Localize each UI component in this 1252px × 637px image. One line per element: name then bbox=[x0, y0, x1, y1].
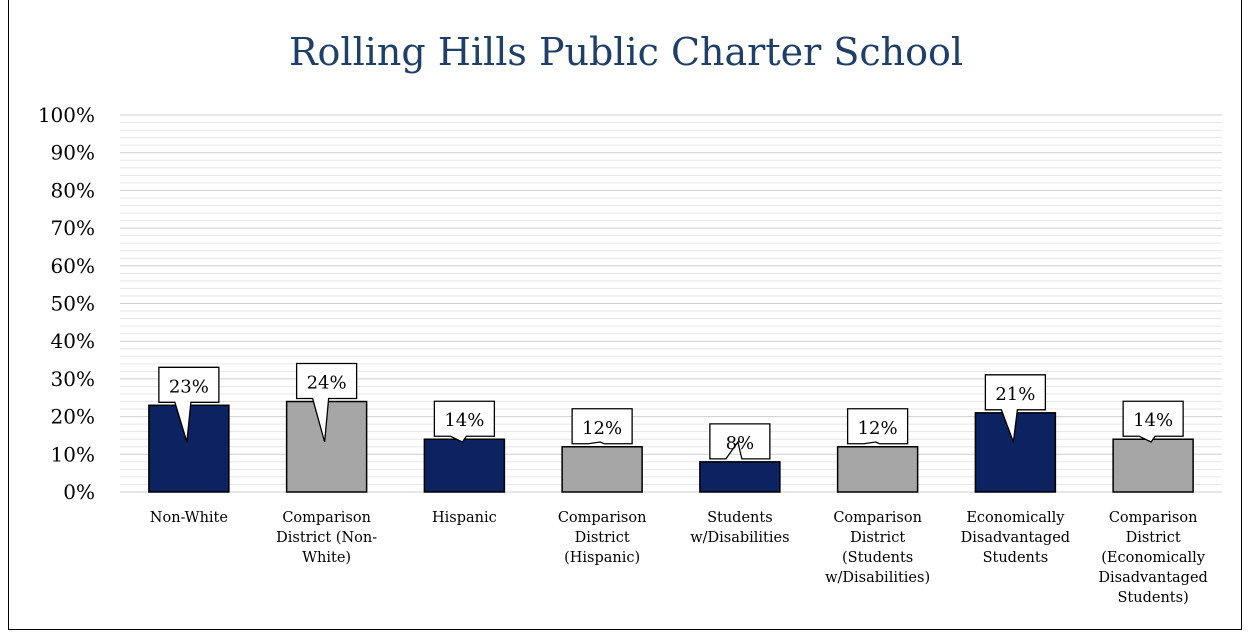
x-category-label: Comparison District (Economically Disadvant… bbox=[1098, 510, 1207, 606]
data-label-callout bbox=[984, 374, 1047, 443]
bar bbox=[561, 446, 643, 493]
data-labels: 23% 24% 14% 12% 8% 12% 21% 14% bbox=[158, 362, 1184, 460]
chart-title: Rolling Hills Public Charter School bbox=[288, 30, 964, 74]
y-tick-label: 80% bbox=[51, 178, 95, 202]
bar bbox=[423, 438, 506, 493]
data-label: 24% bbox=[307, 373, 347, 394]
x-category-label: Hispanic bbox=[432, 510, 497, 526]
y-tick-label: 20% bbox=[51, 405, 95, 429]
x-category-label: Non-White bbox=[150, 510, 228, 526]
data-label-callout bbox=[158, 366, 220, 443]
data-label: 12% bbox=[582, 418, 622, 439]
data-label: 12% bbox=[858, 418, 898, 439]
y-tick-label: 40% bbox=[51, 329, 95, 353]
y-tick-label: 100% bbox=[38, 103, 95, 127]
data-label-callout bbox=[571, 408, 633, 445]
y-tick-label: 70% bbox=[51, 216, 95, 240]
bar bbox=[699, 461, 781, 493]
y-axis-ticks: 0% 10% 20% 30% 40% 50% 60% 70% 80% 90% 100% bbox=[38, 103, 95, 504]
x-category-label: Students w/Disabilities bbox=[690, 510, 789, 546]
data-label: 14% bbox=[1133, 410, 1173, 431]
gridlines bbox=[120, 114, 1222, 493]
bar bbox=[836, 446, 919, 493]
data-label-callout bbox=[433, 400, 496, 443]
category-labels: Non-White Comparison District (Non-White) H… bbox=[150, 510, 1208, 606]
data-label: 21% bbox=[995, 384, 1035, 405]
data-label: 14% bbox=[444, 410, 484, 431]
x-category-label: Comparison District (Students w/Disabilitie… bbox=[825, 510, 930, 586]
y-tick-label: 90% bbox=[51, 141, 95, 165]
y-tick-label: 50% bbox=[51, 292, 95, 316]
data-label-callout bbox=[295, 362, 358, 443]
data-label-callout bbox=[1122, 400, 1184, 443]
y-tick-label: 10% bbox=[51, 442, 95, 466]
bar bbox=[1112, 438, 1194, 493]
y-tick-label: 30% bbox=[51, 367, 95, 391]
data-label-callout bbox=[846, 408, 909, 445]
x-category-label: Comparison District (Non-White) bbox=[276, 510, 377, 566]
data-label: 23% bbox=[169, 376, 209, 397]
data-label-callout bbox=[709, 423, 771, 460]
y-tick-label: 60% bbox=[51, 254, 95, 278]
data-label: 8% bbox=[726, 433, 755, 454]
bars bbox=[148, 400, 1194, 493]
x-category-label: Economically Disadvantaged Students bbox=[961, 510, 1070, 566]
y-tick-label: 0% bbox=[63, 480, 95, 504]
x-category-label: Comparison District (Hispanic) bbox=[558, 510, 647, 566]
chart-frame bbox=[8, 0, 1242, 630]
